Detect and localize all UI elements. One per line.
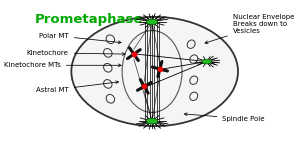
Text: Kinetochore MTs: Kinetochore MTs	[4, 62, 121, 68]
Ellipse shape	[71, 17, 238, 126]
Circle shape	[146, 118, 158, 124]
Text: Astral MT: Astral MT	[36, 81, 118, 93]
Text: Prometaphase: Prometaphase	[35, 13, 143, 26]
Text: Spindle Pole: Spindle Pole	[184, 113, 265, 122]
Circle shape	[202, 59, 211, 64]
Text: Nuclear Envelope
Breaks down to
Vesicles: Nuclear Envelope Breaks down to Vesicles	[205, 14, 294, 44]
Circle shape	[146, 19, 158, 25]
Text: Polar MT: Polar MT	[39, 32, 121, 44]
Text: Kinetochore: Kinetochore	[27, 50, 125, 56]
